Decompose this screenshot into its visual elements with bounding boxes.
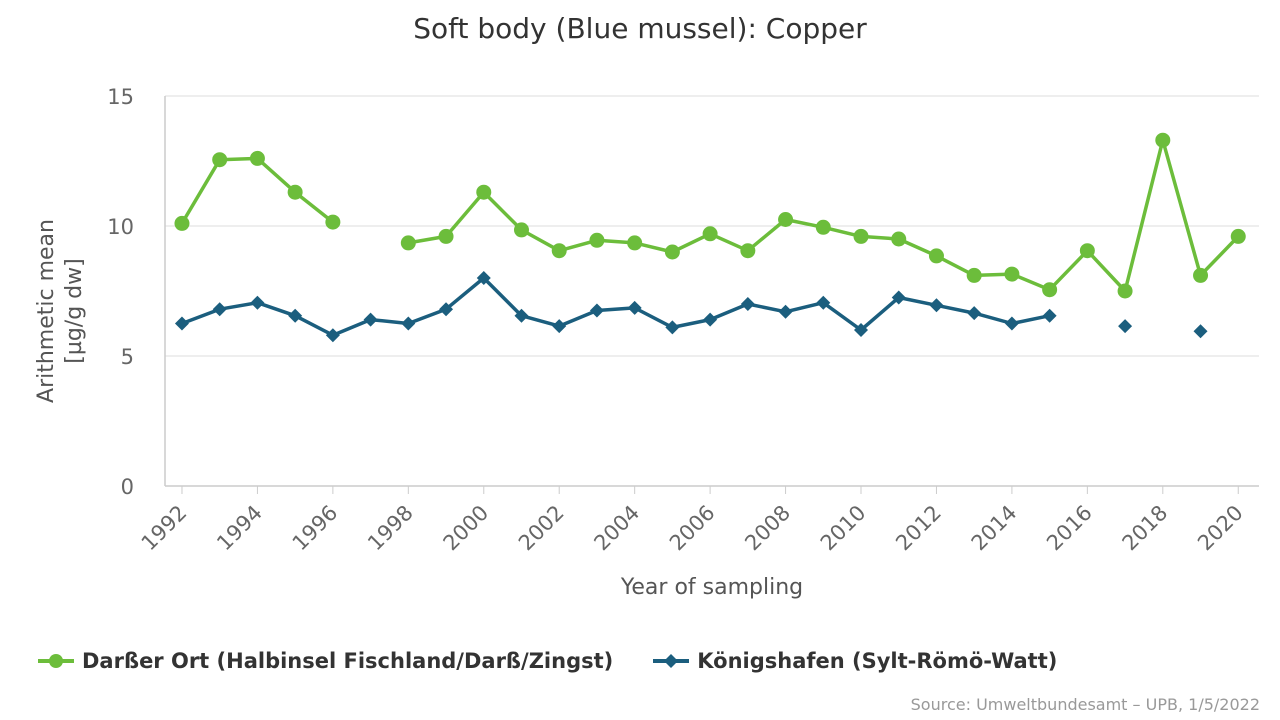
x-tick-label: 2014: [967, 501, 1022, 556]
x-tick-label: 2020: [1193, 501, 1248, 556]
data-point: [740, 243, 756, 259]
legend: Darßer Ort (Halbinsel Fischland/Darß/Zin…: [38, 643, 1097, 679]
x-tick-label: 2004: [589, 501, 644, 556]
data-point: [174, 316, 189, 331]
data-point: [476, 184, 492, 200]
data-point: [589, 232, 605, 248]
line-chart: 0 5 10 15 1992 1994 1996 1998 2000 2002 2004 2006 20…: [34, 85, 1259, 600]
data-point: [552, 319, 567, 334]
y-tick-label: 0: [121, 475, 134, 499]
data-point: [1004, 316, 1019, 331]
x-tick-label: 2006: [665, 501, 720, 556]
data-point: [740, 297, 755, 311]
x-tick-label: 2000: [439, 501, 494, 556]
x-tick-label: 2002: [514, 501, 569, 556]
circle-marker-icon: [38, 654, 74, 668]
data-point: [212, 152, 228, 168]
data-point: [1118, 319, 1133, 334]
x-tick-label: 2018: [1118, 501, 1173, 556]
data-point: [1230, 228, 1246, 244]
data-point: [778, 212, 794, 227]
series-koenigshafen: [174, 271, 1208, 343]
data-point: [174, 215, 190, 231]
data-point: [703, 312, 718, 327]
y-tick-label: 5: [121, 345, 134, 369]
legend-label: Darßer Ort (Halbinsel Fischland/Darß/Zin…: [82, 649, 614, 673]
data-point: [815, 219, 831, 235]
x-tick-label: 1992: [137, 501, 192, 556]
data-point: [891, 290, 906, 305]
data-point: [1004, 266, 1020, 282]
grid: [165, 95, 1259, 357]
data-point: [513, 222, 529, 238]
data-point: [249, 150, 265, 166]
data-point: [778, 304, 793, 319]
source-note: Source: Umweltbundesamt – UPB, 1/5/2022: [910, 695, 1260, 714]
data-point: [664, 244, 680, 260]
data-point: [665, 320, 680, 335]
x-axis-title: Year of sampling: [620, 575, 803, 600]
x-tick-label: 2012: [891, 501, 946, 556]
data-point: [967, 306, 982, 321]
series-layer: [174, 132, 1246, 343]
x-tick-label: 1996: [288, 501, 343, 556]
data-point: [325, 214, 341, 230]
data-point: [438, 228, 454, 244]
data-point: [854, 323, 869, 337]
data-point: [853, 228, 869, 244]
data-point: [325, 328, 340, 343]
data-point: [627, 300, 642, 315]
data-point: [966, 267, 982, 283]
data-point: [212, 302, 227, 317]
series-line: [408, 138, 1240, 293]
axes: 0 5 10 15 1992 1994 1996 1998 2000 2002 2004 2006 20…: [107, 85, 1259, 555]
series-darsser-ort: [174, 132, 1246, 299]
x-tick-label: 2008: [740, 501, 795, 556]
series-line: [180, 156, 334, 225]
data-point: [551, 243, 567, 259]
data-point: [589, 303, 604, 318]
data-point: [1042, 308, 1057, 323]
data-point: [514, 308, 529, 323]
data-point: [1042, 282, 1058, 298]
data-point: [288, 308, 303, 323]
data-point: [287, 184, 303, 200]
data-point: [1117, 283, 1133, 299]
data-point: [1193, 324, 1208, 339]
legend-item-koenigshafen[interactable]: Königshafen (Sylt-Römö-Watt): [653, 649, 1057, 673]
y-axis-title: Arithmetic mean: [34, 219, 59, 403]
x-tick-label: 1994: [212, 501, 267, 556]
legend-label: Königshafen (Sylt-Römö-Watt): [697, 649, 1058, 673]
data-point: [1193, 267, 1209, 283]
x-tick-label: 1998: [363, 501, 418, 556]
data-point: [1155, 132, 1171, 148]
series-line: [181, 276, 1050, 337]
data-point: [400, 235, 416, 251]
data-point: [816, 295, 831, 310]
data-point: [702, 226, 718, 242]
data-point: [250, 295, 265, 310]
data-point: [401, 316, 416, 331]
data-point: [928, 248, 944, 264]
data-point: [363, 312, 378, 327]
data-point: [439, 302, 454, 317]
x-tick-label: 2010: [816, 501, 871, 556]
data-point: [476, 271, 491, 285]
data-point: [1079, 243, 1095, 259]
y-axis-unit: [µg/g dw]: [62, 258, 87, 363]
chart-title: Soft body (Blue mussel): Copper: [413, 12, 867, 45]
data-point: [929, 298, 944, 313]
x-tick-label: 2016: [1042, 501, 1097, 556]
diamond-marker-icon: [653, 654, 690, 668]
y-tick-label: 15: [107, 85, 134, 109]
y-tick-label: 10: [107, 215, 134, 239]
data-point: [627, 235, 643, 251]
legend-item-darsser-ort[interactable]: Darßer Ort (Halbinsel Fischland/Darß/Zin…: [38, 649, 613, 673]
data-point: [891, 231, 907, 247]
